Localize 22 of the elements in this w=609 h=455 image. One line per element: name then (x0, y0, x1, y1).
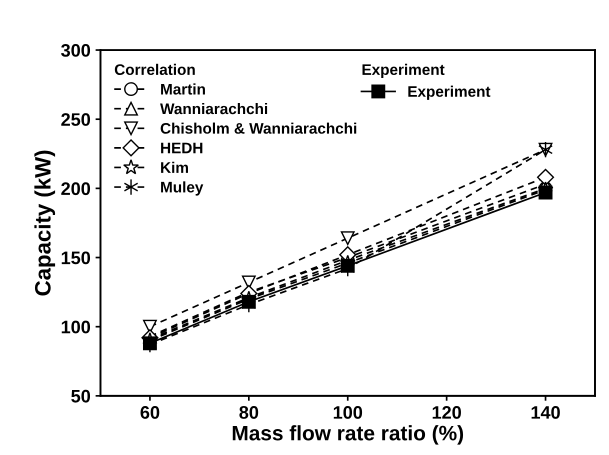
y-tick-label: 200 (61, 182, 90, 196)
legend-label: HEDH (161, 142, 202, 154)
x-tick-label: 100 (334, 406, 362, 419)
legend-label: Muley (161, 181, 204, 196)
y-axis-title: Capacity (kW) (34, 150, 56, 296)
legend-title: Correlation (114, 64, 195, 76)
annotation: Experiment (362, 64, 445, 78)
legend-label: Experiment (408, 86, 490, 100)
y-tick-label: 250 (61, 113, 90, 126)
x-tick-label: 60 (140, 406, 160, 419)
legend-label: Kim (161, 162, 188, 173)
x-tick-label: 120 (432, 406, 461, 419)
x-tick-label: 80 (239, 406, 258, 419)
legend-label: Martin (161, 83, 205, 95)
y-tick-label: 150 (62, 251, 90, 264)
x-axis-title: Mass flow rate ratio (%) (232, 425, 464, 445)
x-tick-label: 140 (532, 406, 560, 419)
legend-label: Chisholm & Wanniarachchi (160, 122, 356, 134)
y-tick-label: 100 (62, 320, 90, 334)
legend-label: Wanniarachchi (160, 102, 268, 114)
y-tick-label: 300 (61, 44, 90, 57)
y-tick-label: 50 (71, 390, 90, 403)
